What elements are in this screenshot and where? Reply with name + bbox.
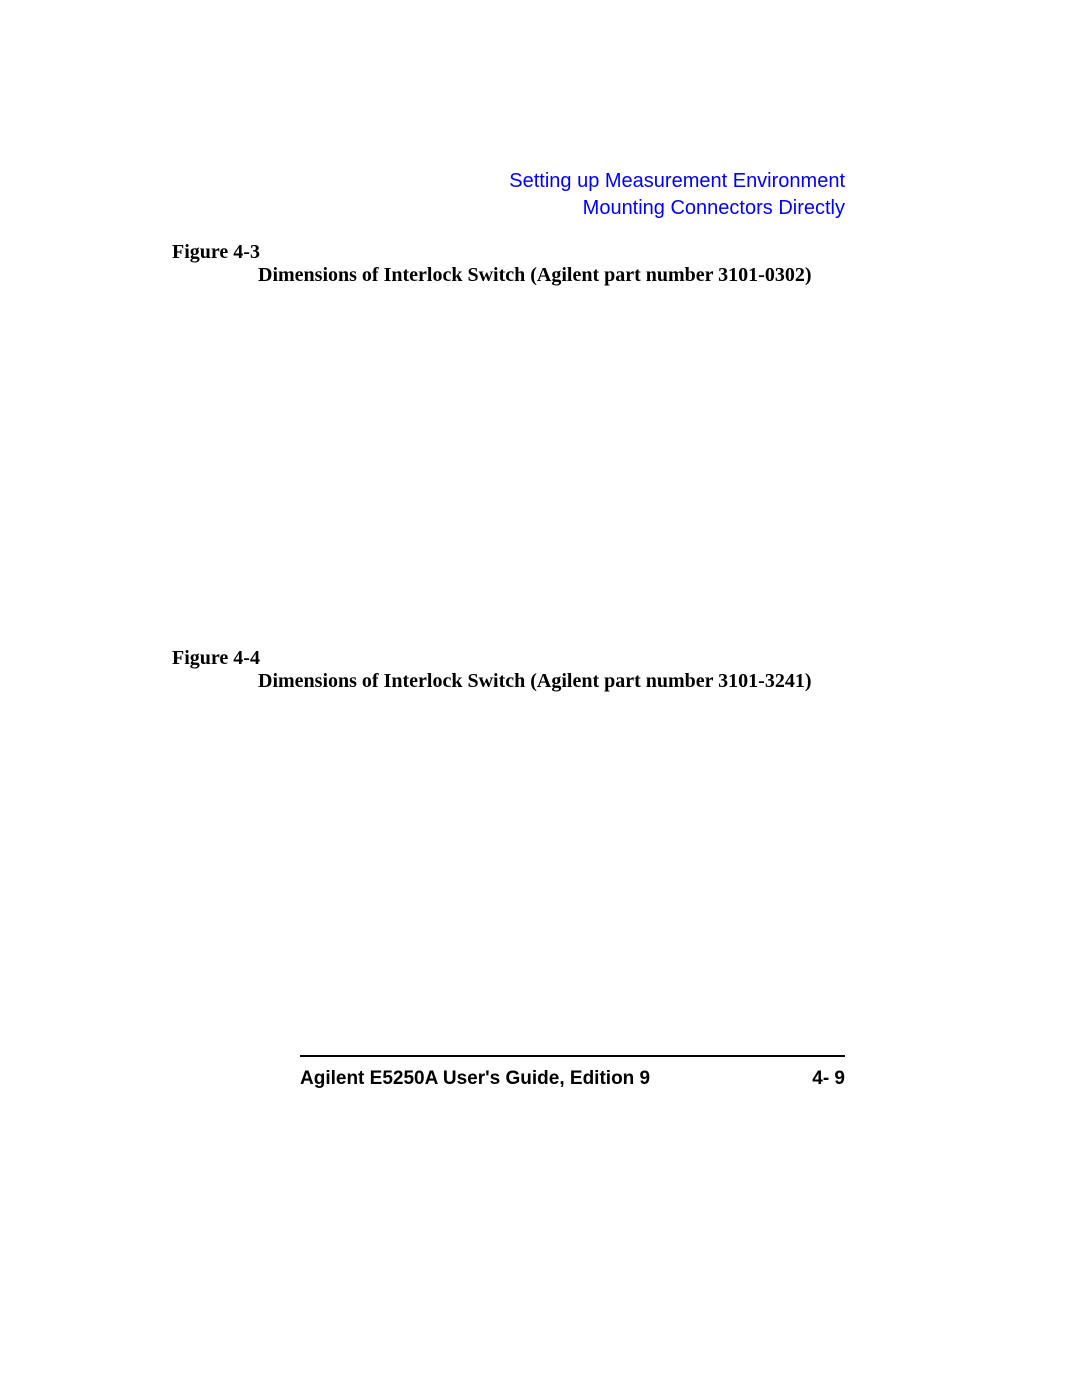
footer: Agilent E5250A User's Guide, Edition 9 4… [300,1068,845,1090]
header-line-2: Mounting Connectors Directly [509,195,845,222]
figure-caption: Dimensions of Interlock Switch (Agilent … [258,264,812,287]
footer-rule [300,1055,845,1057]
footer-title: Agilent E5250A User's Guide, Edition 9 [300,1068,650,1090]
figure-caption-row: Figure 4-4 Dimensions of Interlock Switc… [172,647,845,693]
header-line-1: Setting up Measurement Environment [509,168,845,195]
figure-caption-row: Figure 4-3 Dimensions of Interlock Switc… [172,241,845,287]
running-header: Setting up Measurement Environment Mount… [509,168,845,222]
page: Setting up Measurement Environment Mount… [0,0,1080,1397]
figure-caption: Dimensions of Interlock Switch (Agilent … [258,670,812,693]
figure-label: Figure 4-4 [172,647,260,670]
page-number: 4- 9 [812,1068,845,1090]
figure-label: Figure 4-3 [172,241,260,264]
